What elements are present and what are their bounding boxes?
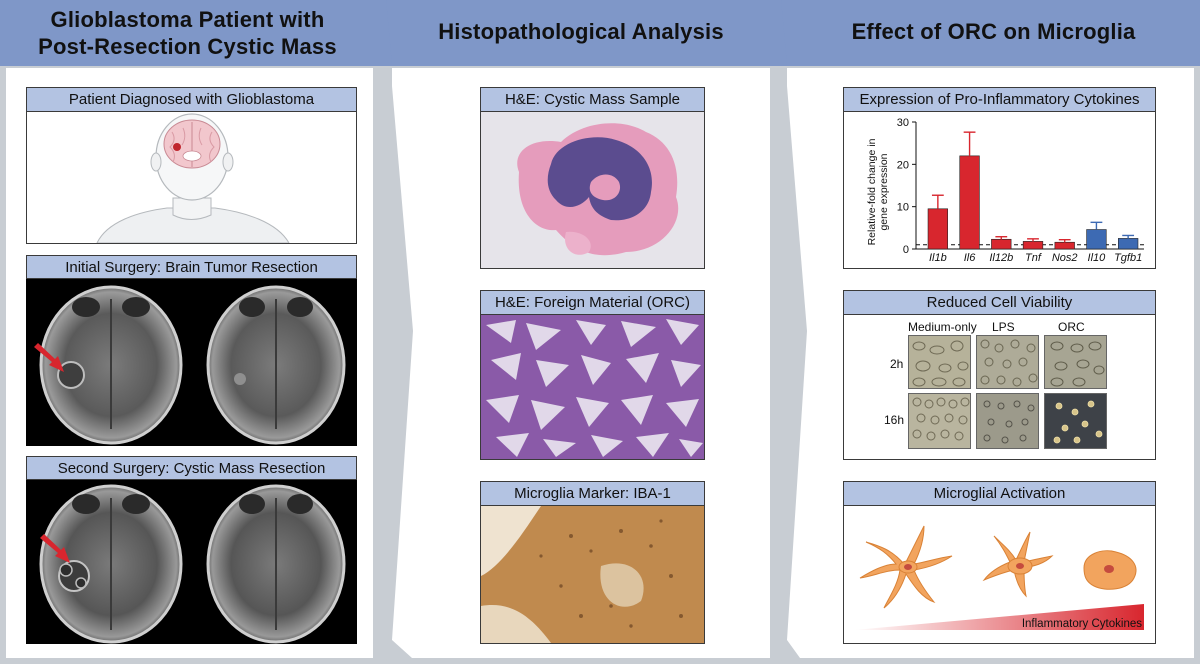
viability-row-16h: 16h (884, 413, 905, 427)
he-cystic-title: H&E: Cystic Mass Sample (481, 88, 704, 112)
initial-surgery-title: Initial Surgery: Brain Tumor Resection (26, 255, 357, 279)
activation-title: Microglial Activation (844, 482, 1155, 506)
cytokine-bar-chart: Relative-fold change in gene expression … (866, 117, 1144, 264)
he-cystic-panel: H&E: Cystic Mass Sample (480, 87, 705, 269)
column-title-right: Effect of ORC on Microglia (851, 19, 1136, 44)
iba1-image (481, 506, 704, 643)
bar-il1b (927, 208, 948, 250)
y-tick-label: 0 (903, 244, 909, 256)
bar-il6 (959, 155, 980, 250)
iba1-panel: Microglia Marker: IBA-1 (480, 481, 705, 644)
column-title-left: Glioblastoma Patient with Post-Resection… (0, 6, 375, 60)
y-tick-label: 10 (897, 202, 909, 214)
cytokine-gradient-wedge (854, 604, 1144, 630)
header-band-3 (781, 0, 1200, 66)
initial-surgery-mri (26, 279, 357, 446)
x-tick-label-nos2: Nos2 (1052, 252, 1078, 264)
tumor-arrow-second (40, 534, 70, 563)
column-title-left-line2: Post-Resection Cystic Mass (38, 34, 337, 59)
second-surgery-title: Second Surgery: Cystic Mass Resection (26, 456, 357, 480)
y-axis-title-line2: gene expression (878, 153, 890, 230)
chevron-arrow-1 (375, 0, 418, 664)
viability-panel: Reduced Cell Viability Medium-only LPS O… (843, 290, 1156, 460)
tumor-marker (173, 143, 181, 151)
bar-tnf (1022, 241, 1044, 250)
cytokine-gradient-label: Inflammatory Cytokines (1022, 618, 1142, 630)
viability-col-orc: ORC (1058, 320, 1085, 334)
x-tick-label-il1b: Il1b (929, 252, 947, 264)
x-tick-label-il12b: Il12b (989, 252, 1013, 264)
x-tick-label-tnf: Tnf (1025, 252, 1042, 264)
x-tick-label-il6: Il6 (964, 252, 977, 264)
viability-tile-medium-16h (908, 393, 971, 449)
column-title-left-line1: Glioblastoma Patient with (50, 7, 325, 32)
second-surgery-mri (26, 480, 357, 644)
bar-tgfb1 (1118, 238, 1139, 250)
y-tick-label: 20 (897, 159, 909, 171)
header-band-1 (0, 0, 375, 66)
viability-col-medium: Medium-only (908, 320, 977, 334)
viability-row-2h: 2h (890, 357, 904, 371)
bar-nos2 (1054, 241, 1075, 250)
bar-il12b (991, 238, 1012, 250)
diagnosis-panel-title: Patient Diagnosed with Glioblastoma (27, 88, 356, 112)
y-tick-label: 30 (897, 117, 909, 129)
viability-tile-orc-16h (1044, 393, 1107, 449)
activation-illustration: Inflammatory Cytokines (854, 525, 1144, 630)
patient-head-illustration (96, 113, 290, 243)
y-axis-title-line1: Relative-fold change in (866, 138, 878, 245)
viability-tile-lps-2h (976, 335, 1039, 389)
x-tick-label-il10: Il10 (1088, 252, 1107, 264)
bar-il10 (1086, 229, 1107, 250)
he-foreign-image (481, 315, 704, 459)
viability-col-lps: LPS (992, 320, 1015, 334)
he-foreign-title: H&E: Foreign Material (ORC) (481, 291, 704, 315)
amoeboid-microglia-cell (1083, 550, 1137, 590)
initial-mri-scans (34, 285, 346, 445)
header-band-2 (386, 0, 770, 66)
activation-panel: Microglial Activation (843, 481, 1156, 644)
second-mri-scans (39, 484, 346, 644)
viability-tile-medium-2h (908, 335, 971, 389)
viability-title: Reduced Cell Viability (844, 291, 1155, 315)
x-tick-label-tgfb1: Tgfb1 (1114, 252, 1142, 264)
tumor-arrow-initial (34, 343, 64, 372)
cytokines-panel: Expression of Pro-Inflammatory Cytokines… (843, 87, 1156, 269)
chart-bars: Il1b Il6 Il12b Tnf Nos2 Il10 Tgfb1 (927, 131, 1142, 264)
column-title-middle: Histopathological Analysis (438, 19, 724, 44)
diagnosis-panel: Patient Diagnosed with Glioblastoma (26, 87, 357, 244)
iba1-title: Microglia Marker: IBA-1 (481, 482, 704, 506)
chevron-arrow-2 (770, 0, 813, 664)
he-foreign-panel: H&E: Foreign Material (ORC) (480, 290, 705, 460)
viability-tile-lps-16h (976, 393, 1039, 449)
viability-tile-orc-2h (1044, 335, 1107, 389)
cytokines-title: Expression of Pro-Inflammatory Cytokines (844, 88, 1155, 112)
he-cystic-image (481, 112, 704, 268)
